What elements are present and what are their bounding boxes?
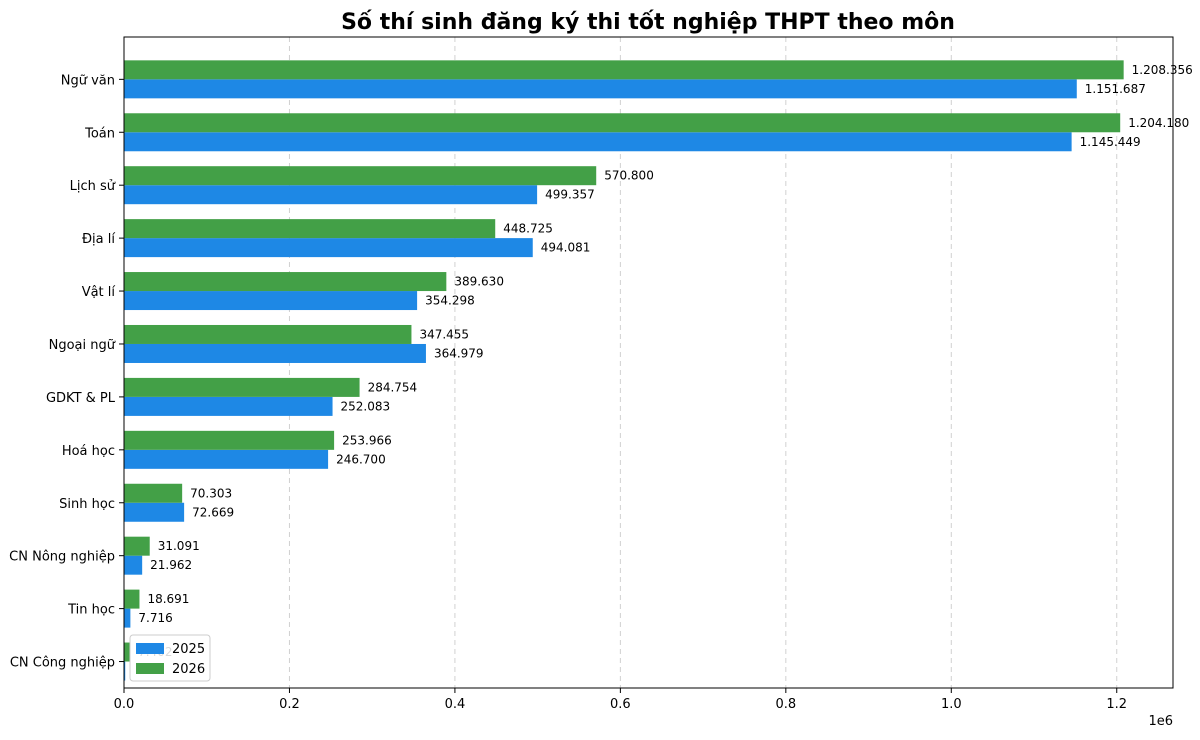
- x-tick-label: 1.2: [1106, 697, 1127, 712]
- bar-2026: [124, 430, 335, 450]
- bar-2026: [124, 166, 597, 186]
- bar-2026: [124, 219, 496, 239]
- value-label: 1.208.356: [1132, 63, 1193, 77]
- value-label: 72.669: [192, 505, 234, 519]
- bar-2026: [124, 60, 1124, 80]
- value-label: 499.357: [545, 188, 595, 202]
- y-tick-label: Địa lí: [82, 232, 115, 247]
- bar-2025: [124, 661, 126, 681]
- value-label: 252.083: [341, 399, 391, 413]
- value-label: 31.091: [158, 539, 200, 553]
- value-label: 21.962: [150, 558, 192, 572]
- bar-2025: [124, 185, 538, 205]
- y-tick-label: Tin học: [67, 603, 115, 618]
- value-label: 354.298: [425, 294, 475, 308]
- y-tick-label: CN Công nghiệp: [10, 656, 115, 671]
- legend-label: 2025: [172, 642, 205, 657]
- bar-2025: [124, 79, 1077, 99]
- bar-2026: [124, 272, 447, 292]
- bar-2026: [124, 324, 412, 344]
- y-tick-label: Ngữ văn: [61, 73, 115, 88]
- chart-title: Số thí sinh đăng ký thi tốt nghiệp THPT …: [341, 10, 955, 35]
- y-tick-label: Ngoại ngữ: [49, 338, 116, 353]
- bar-2025: [124, 291, 418, 311]
- value-label: 389.630: [454, 275, 504, 289]
- value-label: 1.204.180: [1128, 116, 1189, 130]
- bar-2025: [124, 132, 1072, 152]
- x-tick-label: 1.0: [941, 697, 962, 712]
- value-label: 18.691: [147, 592, 189, 606]
- value-label: 494.081: [541, 241, 591, 255]
- y-tick-label: Toán: [84, 126, 115, 141]
- value-label: 1.145.449: [1080, 135, 1141, 149]
- x-tick-label: 0.0: [114, 697, 135, 712]
- bar-2025: [124, 502, 185, 522]
- y-tick-label: CN Nông nghiệp: [9, 550, 115, 565]
- bar-2026: [124, 483, 183, 503]
- value-label: 253.966: [342, 433, 392, 447]
- bar-2025: [124, 396, 333, 416]
- value-label: 347.455: [419, 327, 469, 341]
- value-label: 70.303: [190, 486, 232, 500]
- axes: Ngữ văn Toán Lịch sử Địa lí Vật lí Ngoại ngữ G…: [9, 36, 1174, 729]
- value-label: 7.716: [138, 611, 172, 625]
- x-tick-label: 0.8: [775, 697, 796, 712]
- x-tick-label: 0.2: [279, 697, 300, 712]
- value-label: 284.754: [368, 380, 418, 394]
- value-label: 448.725: [503, 222, 553, 236]
- bar-2025: [124, 343, 426, 363]
- bar-2025: [124, 555, 143, 575]
- y-tick-label: GDKT & PL: [46, 391, 116, 406]
- bar-2025: [124, 238, 533, 258]
- bar-2026: [124, 113, 1121, 133]
- x-offset-label: 1e6: [1148, 714, 1173, 729]
- legend-label: 2026: [172, 662, 205, 677]
- value-labels: 1.151.687 1.208.356 1.145.449 1.204.180 499.…: [138, 63, 1193, 659]
- bar-2026: [124, 377, 360, 397]
- bar-2025: [124, 608, 131, 628]
- x-tick-label: 0.4: [445, 697, 466, 712]
- legend: 2025 2026: [129, 634, 211, 682]
- plot-frame: [123, 36, 1174, 689]
- y-tick-label: Vật lí: [82, 285, 116, 300]
- y-tick-label: Hoá học: [62, 444, 115, 459]
- bar-2026: [124, 642, 131, 662]
- value-label: 570.800: [604, 169, 654, 183]
- y-tick-label: Sinh học: [59, 497, 115, 512]
- y-tick-label: Lịch sử: [70, 179, 116, 194]
- bar-2026: [124, 589, 140, 609]
- bar-2026: [124, 536, 150, 556]
- value-label: 1.151.687: [1085, 82, 1146, 96]
- value-label: 246.700: [336, 452, 386, 466]
- bars: [124, 60, 1124, 681]
- x-tick-label: 0.6: [610, 697, 631, 712]
- value-label: 364.979: [434, 346, 484, 360]
- bar-2025: [124, 449, 329, 469]
- legend-swatch-2026: [136, 663, 164, 674]
- legend-swatch-2025: [136, 643, 164, 654]
